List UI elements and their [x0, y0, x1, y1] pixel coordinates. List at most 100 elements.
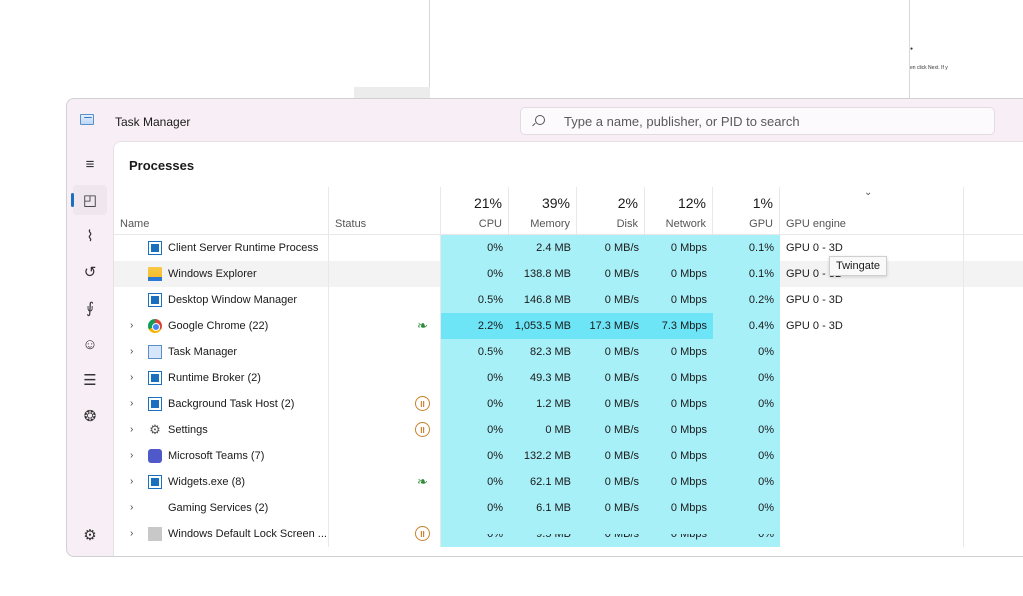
table-row[interactable]: Client Server Runtime Process 0% 2.4 MB 0 M…: [114, 235, 1023, 261]
table-row[interactable]: › ⚙ Settings II 0% 0 MB 0 MB/s 0 Mbps 0%: [114, 417, 1023, 443]
users-icon[interactable]: ☺: [82, 335, 98, 353]
column-header-gpu[interactable]: 1% GPU: [713, 187, 780, 235]
memory-value: 1.2 MB: [509, 391, 577, 417]
efficiency-mode-icon: ❧: [417, 318, 428, 333]
gpu-engine-value: [780, 339, 964, 365]
disk-value: 0 MB/s: [577, 261, 645, 287]
gpu-value: 0%: [713, 521, 780, 547]
table-row[interactable]: › Runtime Broker (2) 0% 49.3 MB 0 MB/s 0 Mbps…: [114, 365, 1023, 391]
process-status-cell: II: [329, 391, 441, 417]
chevron-right-icon[interactable]: ›: [130, 320, 134, 331]
table-row[interactable]: Windows Explorer 0% 138.8 MB 0 MB/s 0 Mbps 0.…: [114, 261, 1023, 287]
column-header-cpu[interactable]: 21% CPU: [441, 187, 509, 235]
processes-icon[interactable]: ◰: [71, 185, 107, 215]
gpu-engine-value: [780, 469, 964, 495]
background-panel: [354, 87, 430, 99]
disk-value: 0 MB/s: [577, 521, 645, 547]
network-value: 0 Mbps: [645, 391, 713, 417]
column-label: Disk: [616, 218, 638, 230]
network-value: 0 Mbps: [645, 365, 713, 391]
grey-app-icon: [148, 527, 162, 541]
chevron-down-icon[interactable]: ⌄: [864, 187, 873, 198]
process-name-cell: › ⚙ Settings: [114, 417, 329, 443]
settings-icon[interactable]: ⚙: [83, 527, 97, 544]
network-value: 0 Mbps: [645, 339, 713, 365]
process-name-cell: › Task Manager: [114, 339, 329, 365]
gpu-value: 0.1%: [713, 235, 780, 261]
memory-value: 0 MB: [509, 417, 577, 443]
disk-value: 0 MB/s: [577, 417, 645, 443]
partially-visible-row: [114, 528, 1023, 534]
column-header-gpu-engine[interactable]: ⌄ GPU engine: [780, 187, 964, 235]
column-header-memory[interactable]: 39% Memory: [509, 187, 577, 235]
gpu-value: 0%: [713, 339, 780, 365]
process-name-cell: › Gaming Services (2): [114, 495, 329, 521]
hamburger-menu-icon[interactable]: ≡: [85, 155, 95, 173]
disk-value: 0 MB/s: [577, 391, 645, 417]
process-name: Client Server Runtime Process: [168, 242, 319, 254]
process-name-cell: Windows Explorer: [114, 261, 329, 287]
chrome-icon: [148, 319, 162, 333]
column-header-status[interactable]: Status: [329, 187, 441, 235]
app-history-icon[interactable]: ↺: [83, 264, 97, 281]
search-placeholder: Type a name, publisher, or PID to search: [564, 114, 800, 129]
table-row[interactable]: › Widgets.exe (8) ❧ 0% 62.1 MB 0 MB/s 0 Mbps 0%: [114, 469, 1023, 495]
background-divider: [429, 0, 430, 98]
table-row[interactable]: › Microsoft Teams (7) 0% 132.2 MB 0 MB/s 0 Mb…: [114, 443, 1023, 469]
details-icon[interactable]: ☰: [83, 372, 97, 389]
efficiency-mode-icon: ❧: [417, 474, 428, 489]
table-row[interactable]: Desktop Window Manager 0.5% 146.8 MB 0 MB/s…: [114, 287, 1023, 313]
disk-value: 0 MB/s: [577, 365, 645, 391]
chevron-right-icon[interactable]: ›: [130, 398, 134, 409]
table-row[interactable]: › Background Task Host (2) II 0% 1.2 MB 0 MB/…: [114, 391, 1023, 417]
services-icon[interactable]: ❂: [83, 408, 97, 425]
gpu-value: 0%: [713, 417, 780, 443]
chevron-right-icon[interactable]: ›: [130, 346, 134, 357]
table-row[interactable]: › Windows Default Lock Screen ... II 0% 9.5 …: [114, 521, 1023, 547]
column-header-name[interactable]: Name: [114, 187, 329, 235]
chevron-right-icon[interactable]: ›: [130, 372, 134, 383]
process-name: Runtime Broker (2): [168, 372, 261, 384]
column-label: Network: [665, 218, 706, 230]
disk-value: 17.3 MB/s: [577, 313, 645, 339]
process-name-cell: › Google Chrome (22): [114, 313, 329, 339]
chevron-right-icon[interactable]: ›: [130, 502, 134, 513]
chevron-right-icon[interactable]: ›: [130, 476, 134, 487]
process-status-cell: [329, 235, 441, 261]
cpu-value: 0%: [441, 469, 509, 495]
process-name: Microsoft Teams (7): [168, 450, 265, 462]
process-name-cell: Desktop Window Manager: [114, 287, 329, 313]
tooltip: Twingate: [829, 256, 888, 276]
table-row[interactable]: › Task Manager 0.5% 82.3 MB 0 MB/s 0 Mbps 0%: [114, 339, 1023, 365]
table-row[interactable]: › Google Chrome (22) ❧ 2.2% 1,053.5 MB 17.3 M…: [114, 313, 1023, 339]
process-status-cell: [329, 495, 441, 521]
process-status-cell: [329, 261, 441, 287]
processes-panel: Processes Name Status 21% CPU 39% Memory: [113, 141, 1023, 556]
table-row[interactable]: › Gaming Services (2) 0% 6.1 MB 0 MB/s 0 Mbps…: [114, 495, 1023, 521]
cpu-value: 0%: [441, 443, 509, 469]
disk-value: 0 MB/s: [577, 469, 645, 495]
process-name: Windows Default Lock Screen ...: [168, 528, 327, 540]
memory-value: 132.2 MB: [509, 443, 577, 469]
chevron-right-icon[interactable]: ›: [130, 450, 134, 461]
gpu-value: 0.1%: [713, 261, 780, 287]
network-value: 0 Mbps: [645, 261, 713, 287]
process-name: Settings: [168, 424, 208, 436]
table-cell: [713, 528, 780, 534]
network-value: 0 Mbps: [645, 443, 713, 469]
search-input[interactable]: Type a name, publisher, or PID to search: [520, 107, 995, 135]
chevron-right-icon[interactable]: ›: [130, 424, 134, 435]
process-table: Name Status 21% CPU 39% Memory 2% Disk: [114, 187, 1023, 547]
chevron-right-icon[interactable]: ›: [130, 528, 134, 539]
column-header-network[interactable]: 12% Network: [645, 187, 713, 235]
column-header-disk[interactable]: 2% Disk: [577, 187, 645, 235]
process-status-cell: II: [329, 521, 441, 547]
background-text: ●: [910, 46, 914, 52]
task-manager-window: Task Manager Type a name, publisher, or …: [66, 98, 1023, 557]
startup-apps-icon[interactable]: ⨚: [86, 300, 94, 317]
network-value: 7.3 Mbps: [645, 313, 713, 339]
memory-value: 1,053.5 MB: [509, 313, 577, 339]
process-status-cell: [329, 443, 441, 469]
performance-icon[interactable]: ⌇: [86, 228, 94, 245]
table-header: Name Status 21% CPU 39% Memory 2% Disk: [114, 187, 1023, 235]
